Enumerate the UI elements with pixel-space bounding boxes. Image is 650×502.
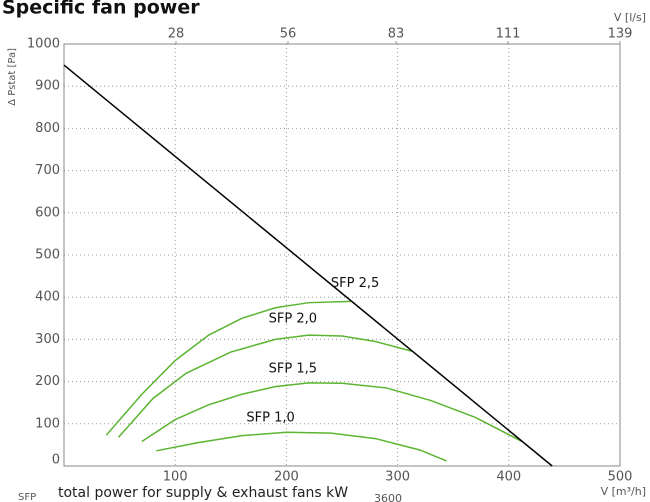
- x2-tick-label: 56: [280, 27, 297, 42]
- y-tick-label: 300: [35, 332, 60, 347]
- x2-tick-label: 83: [388, 27, 405, 42]
- y-tick-label: 0: [52, 453, 60, 468]
- y-tick-label: 900: [35, 79, 60, 94]
- series-line: [156, 431, 447, 462]
- chart-title: Specific fan power: [2, 0, 200, 19]
- y-tick-label: 100: [35, 416, 60, 431]
- series-label: SFP 1,0: [246, 411, 294, 426]
- x-tick-label: 200: [274, 470, 299, 485]
- x-tick-label: 300: [385, 470, 410, 485]
- x-tick-label: 100: [163, 470, 188, 485]
- series-line: [63, 64, 553, 467]
- series-line: [117, 334, 413, 438]
- y-tick-label: 600: [35, 205, 60, 220]
- x2-tick-label: 139: [608, 27, 633, 42]
- footnote-numerator: total power for supply & exhaust fans kW: [58, 485, 348, 501]
- y-tick-label: 1000: [27, 37, 60, 52]
- y-tick-label: 500: [35, 248, 60, 263]
- y-axis-label: Δ Pstat [Pa]: [7, 48, 18, 106]
- series-label: SFP 2,0: [269, 312, 317, 327]
- series-label: SFP 1,5: [269, 361, 317, 376]
- series-line: [141, 382, 523, 443]
- plot-border: [63, 43, 621, 467]
- y-tick-label: 400: [35, 290, 60, 305]
- footnote-denominator: 3600: [374, 492, 402, 502]
- y-tick-label: 200: [35, 374, 60, 389]
- series-line: [105, 300, 351, 436]
- y-tick-label: 700: [35, 163, 60, 178]
- x2-tick-label: 111: [496, 27, 521, 42]
- series-label: SFP 2,5: [331, 276, 379, 291]
- x-tick-label: 500: [608, 470, 633, 485]
- y-tick-label: 800: [35, 121, 60, 136]
- footnote-prefix: SFP: [18, 492, 36, 502]
- x2-axis-label: V [l/s]: [614, 11, 646, 24]
- x-tick-label: 400: [496, 470, 521, 485]
- x2-tick-label: 28: [168, 27, 185, 42]
- x-axis-label: V [m³/h]: [601, 485, 646, 498]
